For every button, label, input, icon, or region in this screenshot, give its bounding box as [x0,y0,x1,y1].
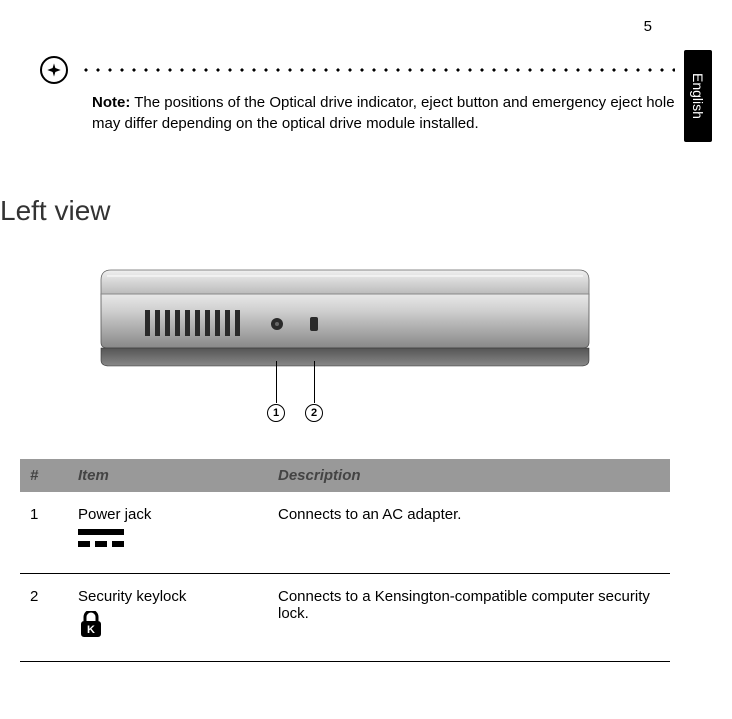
page-number: 5 [644,18,652,35]
callout-1: 1 [267,404,285,422]
row2-item: Security keylock [78,588,258,605]
table-row: 1 Power jack Connects to an AC adapter. [20,492,670,574]
language-tab: English [684,50,712,142]
power-jack-icon [78,529,258,555]
callout-1-label: 1 [273,407,279,419]
row2-desc: Connects to a Kensington-compatible comp… [268,574,670,662]
th-item: Item [68,459,268,492]
row1-num: 1 [20,492,68,574]
callout-2-label: 2 [311,407,317,419]
laptop-left-view-figure: 1 2 [95,268,595,393]
security-keylock-icon: K [78,611,258,643]
note-icon [40,56,68,84]
note-label: Note: [92,94,130,111]
svg-text:K: K [87,624,95,636]
th-num: # [20,459,68,492]
note-body: The positions of the Optical drive indic… [92,94,675,132]
note-text: Note: The positions of the Optical drive… [92,92,675,134]
row1-item: Power jack [78,506,258,523]
row2-num: 2 [20,574,68,662]
th-desc: Description [268,459,670,492]
callout-2: 2 [305,404,323,422]
table-row: 2 Security keylock K Connects to a Kensi… [20,574,670,662]
note-divider-dots [80,68,675,72]
row1-desc: Connects to an AC adapter. [268,492,670,574]
note-block: Note: The positions of the Optical drive… [40,56,675,134]
parts-table: # Item Description 1 Power jack [20,459,670,662]
section-heading: Left view [0,195,111,227]
